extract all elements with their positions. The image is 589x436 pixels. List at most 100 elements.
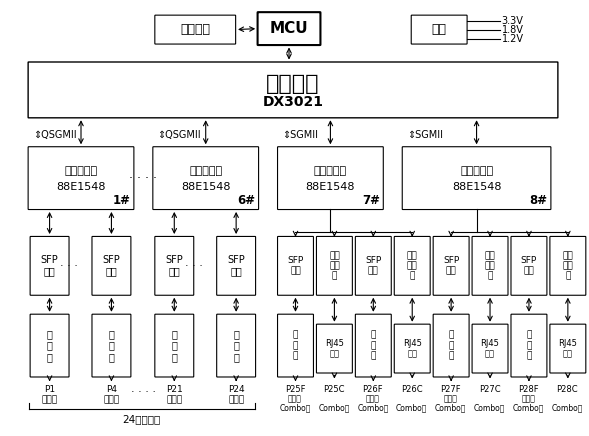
Text: P28C: P28C xyxy=(557,385,578,394)
FancyBboxPatch shape xyxy=(394,236,430,295)
Text: 88E1548: 88E1548 xyxy=(452,182,501,192)
Text: SFP
插座: SFP 插座 xyxy=(365,256,382,276)
Text: RJ45
插座: RJ45 插座 xyxy=(403,339,422,358)
FancyBboxPatch shape xyxy=(472,324,508,373)
Text: P4: P4 xyxy=(106,385,117,394)
Text: 网络
变压
器: 网络 变压 器 xyxy=(329,251,340,281)
Text: Combo口: Combo口 xyxy=(435,403,466,412)
Text: P1: P1 xyxy=(44,385,55,394)
Text: 7#: 7# xyxy=(362,194,380,207)
Text: SFP
插座: SFP 插座 xyxy=(443,256,459,276)
Text: SFP
插座: SFP 插座 xyxy=(227,255,245,277)
Text: 光
模
块: 光 模 块 xyxy=(526,330,532,361)
Text: SFP
插座: SFP 插座 xyxy=(287,256,303,276)
FancyBboxPatch shape xyxy=(92,314,131,377)
Text: ⇕SGMII: ⇕SGMII xyxy=(282,130,318,140)
Text: 网络
变压
器: 网络 变压 器 xyxy=(485,251,495,281)
FancyBboxPatch shape xyxy=(402,147,551,210)
Text: 1.8V: 1.8V xyxy=(501,24,524,34)
FancyBboxPatch shape xyxy=(394,324,430,373)
Text: RJ45
插座: RJ45 插座 xyxy=(325,339,344,358)
Text: 88E1548: 88E1548 xyxy=(57,182,106,192)
Text: ⇕SGMII: ⇕SGMII xyxy=(407,130,443,140)
Text: 物理层芯片: 物理层芯片 xyxy=(314,166,347,176)
Text: 光
模
块: 光 模 块 xyxy=(448,330,454,361)
Text: P26F: P26F xyxy=(362,385,383,394)
Text: Combo口: Combo口 xyxy=(357,403,389,412)
Text: P25C: P25C xyxy=(323,385,345,394)
Text: 拨码开关: 拨码开关 xyxy=(180,23,210,36)
FancyBboxPatch shape xyxy=(155,314,194,377)
Text: 电源: 电源 xyxy=(432,23,446,36)
FancyBboxPatch shape xyxy=(217,314,256,377)
FancyBboxPatch shape xyxy=(355,314,391,377)
FancyBboxPatch shape xyxy=(433,314,469,377)
Text: P26C: P26C xyxy=(401,385,422,394)
Text: MCU: MCU xyxy=(270,21,308,36)
Text: 1#: 1# xyxy=(112,194,130,207)
FancyBboxPatch shape xyxy=(28,147,134,210)
Text: 光
模
块: 光 模 块 xyxy=(171,329,177,362)
Text: 光网口: 光网口 xyxy=(288,394,302,403)
Text: 光
模
块: 光 模 块 xyxy=(370,330,376,361)
Text: 物理层芯片: 物理层芯片 xyxy=(189,166,222,176)
Text: Combo口: Combo口 xyxy=(396,403,428,412)
Text: ⇕QSGMII: ⇕QSGMII xyxy=(32,130,76,140)
FancyBboxPatch shape xyxy=(550,236,586,295)
FancyBboxPatch shape xyxy=(30,314,69,377)
Text: 光
模
块: 光 模 块 xyxy=(233,329,239,362)
FancyBboxPatch shape xyxy=(155,236,194,295)
Text: 3.3V: 3.3V xyxy=(501,16,524,26)
FancyBboxPatch shape xyxy=(28,62,558,118)
Text: P28F: P28F xyxy=(518,385,539,394)
Text: 光网口: 光网口 xyxy=(366,394,380,403)
Text: 24个光网口: 24个光网口 xyxy=(123,414,161,424)
Text: DX3021: DX3021 xyxy=(263,95,323,109)
FancyBboxPatch shape xyxy=(411,15,467,44)
Text: SFP
插座: SFP 插座 xyxy=(521,256,537,276)
Text: P24: P24 xyxy=(228,385,244,394)
FancyBboxPatch shape xyxy=(550,324,586,373)
Text: 光网口: 光网口 xyxy=(521,394,535,403)
Text: · · · ·: · · · · xyxy=(131,388,156,398)
Text: 物理层芯片: 物理层芯片 xyxy=(460,166,493,176)
Text: 物理层芯片: 物理层芯片 xyxy=(64,166,98,176)
Text: 光网口: 光网口 xyxy=(41,395,58,404)
Text: Combo口: Combo口 xyxy=(279,403,310,412)
Text: P27C: P27C xyxy=(479,385,500,394)
Text: · · · ·: · · · · xyxy=(130,172,157,184)
Text: 88E1548: 88E1548 xyxy=(306,182,355,192)
FancyBboxPatch shape xyxy=(30,236,69,295)
Text: 光网口: 光网口 xyxy=(166,395,183,404)
FancyBboxPatch shape xyxy=(511,314,547,377)
Text: Combo口: Combo口 xyxy=(318,403,350,412)
Text: SFP
插座: SFP 插座 xyxy=(166,255,183,277)
Text: SFP
插座: SFP 插座 xyxy=(41,255,58,277)
Text: SFP
插座: SFP 插座 xyxy=(102,255,120,277)
FancyBboxPatch shape xyxy=(257,12,320,45)
FancyBboxPatch shape xyxy=(277,236,313,295)
Text: 光
模
块: 光 模 块 xyxy=(293,330,298,361)
Text: 网络
变压
器: 网络 变压 器 xyxy=(407,251,418,281)
FancyBboxPatch shape xyxy=(355,236,391,295)
Text: 8#: 8# xyxy=(530,194,547,207)
FancyBboxPatch shape xyxy=(433,236,469,295)
FancyBboxPatch shape xyxy=(316,324,352,373)
Text: P21: P21 xyxy=(166,385,183,394)
Text: 交换芒片: 交换芒片 xyxy=(266,75,320,95)
Text: 1.2V: 1.2V xyxy=(501,34,524,44)
FancyBboxPatch shape xyxy=(155,15,236,44)
Text: 网络
变压
器: 网络 变压 器 xyxy=(562,251,573,281)
Text: P27F: P27F xyxy=(441,385,461,394)
FancyBboxPatch shape xyxy=(472,236,508,295)
FancyBboxPatch shape xyxy=(511,236,547,295)
Text: RJ45
插座: RJ45 插座 xyxy=(558,339,577,358)
Text: ⇕QSGMII: ⇕QSGMII xyxy=(157,130,201,140)
FancyBboxPatch shape xyxy=(92,236,131,295)
Text: 光
模
块: 光 模 块 xyxy=(47,329,52,362)
FancyBboxPatch shape xyxy=(277,314,313,377)
FancyBboxPatch shape xyxy=(277,147,383,210)
Text: P25F: P25F xyxy=(284,385,305,394)
Text: RJ45
插座: RJ45 插座 xyxy=(481,339,499,358)
Text: 6#: 6# xyxy=(237,194,255,207)
